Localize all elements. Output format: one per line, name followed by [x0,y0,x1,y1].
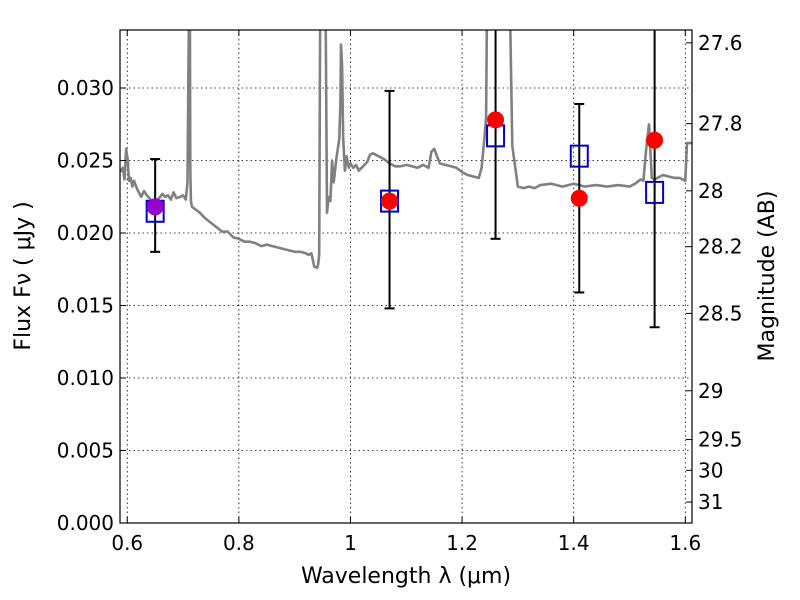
error-bars-layer [150,30,660,329]
mag-tick-label: 28.2 [698,235,743,259]
x-tick-label: 1.2 [446,531,478,555]
observed-point [381,192,399,210]
y-tick-label: 0.030 [57,76,114,100]
y-tick-label: 0.020 [57,221,114,245]
mag-tick-label: 31 [698,490,723,514]
y-tick-label: 0.000 [57,511,114,535]
x-tick-label: 0.6 [111,531,143,555]
y-tick-label: 0.010 [57,366,114,390]
model-box [645,180,665,204]
mag-tick-label: 29 [698,379,723,403]
observed-point [646,131,664,149]
observed-point [570,189,588,207]
model-box [569,144,589,168]
y-axis-right-label: Magnitude (AB) [755,191,780,362]
y-tick-label: 0.005 [57,439,114,463]
mag-tick-label: 30 [698,458,723,482]
observed-point [487,111,505,129]
x-tick-label: 0.8 [223,531,255,555]
observed-points-layer [146,111,664,216]
sed-model-layer [120,30,692,270]
x-tick-label: 1.6 [669,531,701,555]
y-axis-label: Flux Fν ( μJy ) [11,201,36,350]
plot-frame [119,29,693,524]
observed-point [146,198,164,216]
mag-tick-label: 28.5 [698,301,743,325]
y-tick-label: 0.025 [57,149,114,173]
x-tick-label: 1 [344,531,357,555]
model-boxes-layer [145,124,665,223]
mag-tick-label: 28 [698,179,723,203]
y-tick-label: 0.015 [57,294,114,318]
mag-tick-label: 29.5 [698,428,743,452]
sed-model-line [120,30,692,270]
x-tick-label: 1.4 [558,531,590,555]
axis-ticks: 0.6 0.8 1 1.2 1.4 1.6 0.000 0.005 0.010 0.015 0.02… [57,30,743,555]
x-axis-label: Wavelength λ (μm) [301,564,511,589]
mag-tick-label: 27.6 [698,31,743,55]
grid-lines [120,30,692,524]
mag-tick-label: 27.8 [698,112,743,136]
